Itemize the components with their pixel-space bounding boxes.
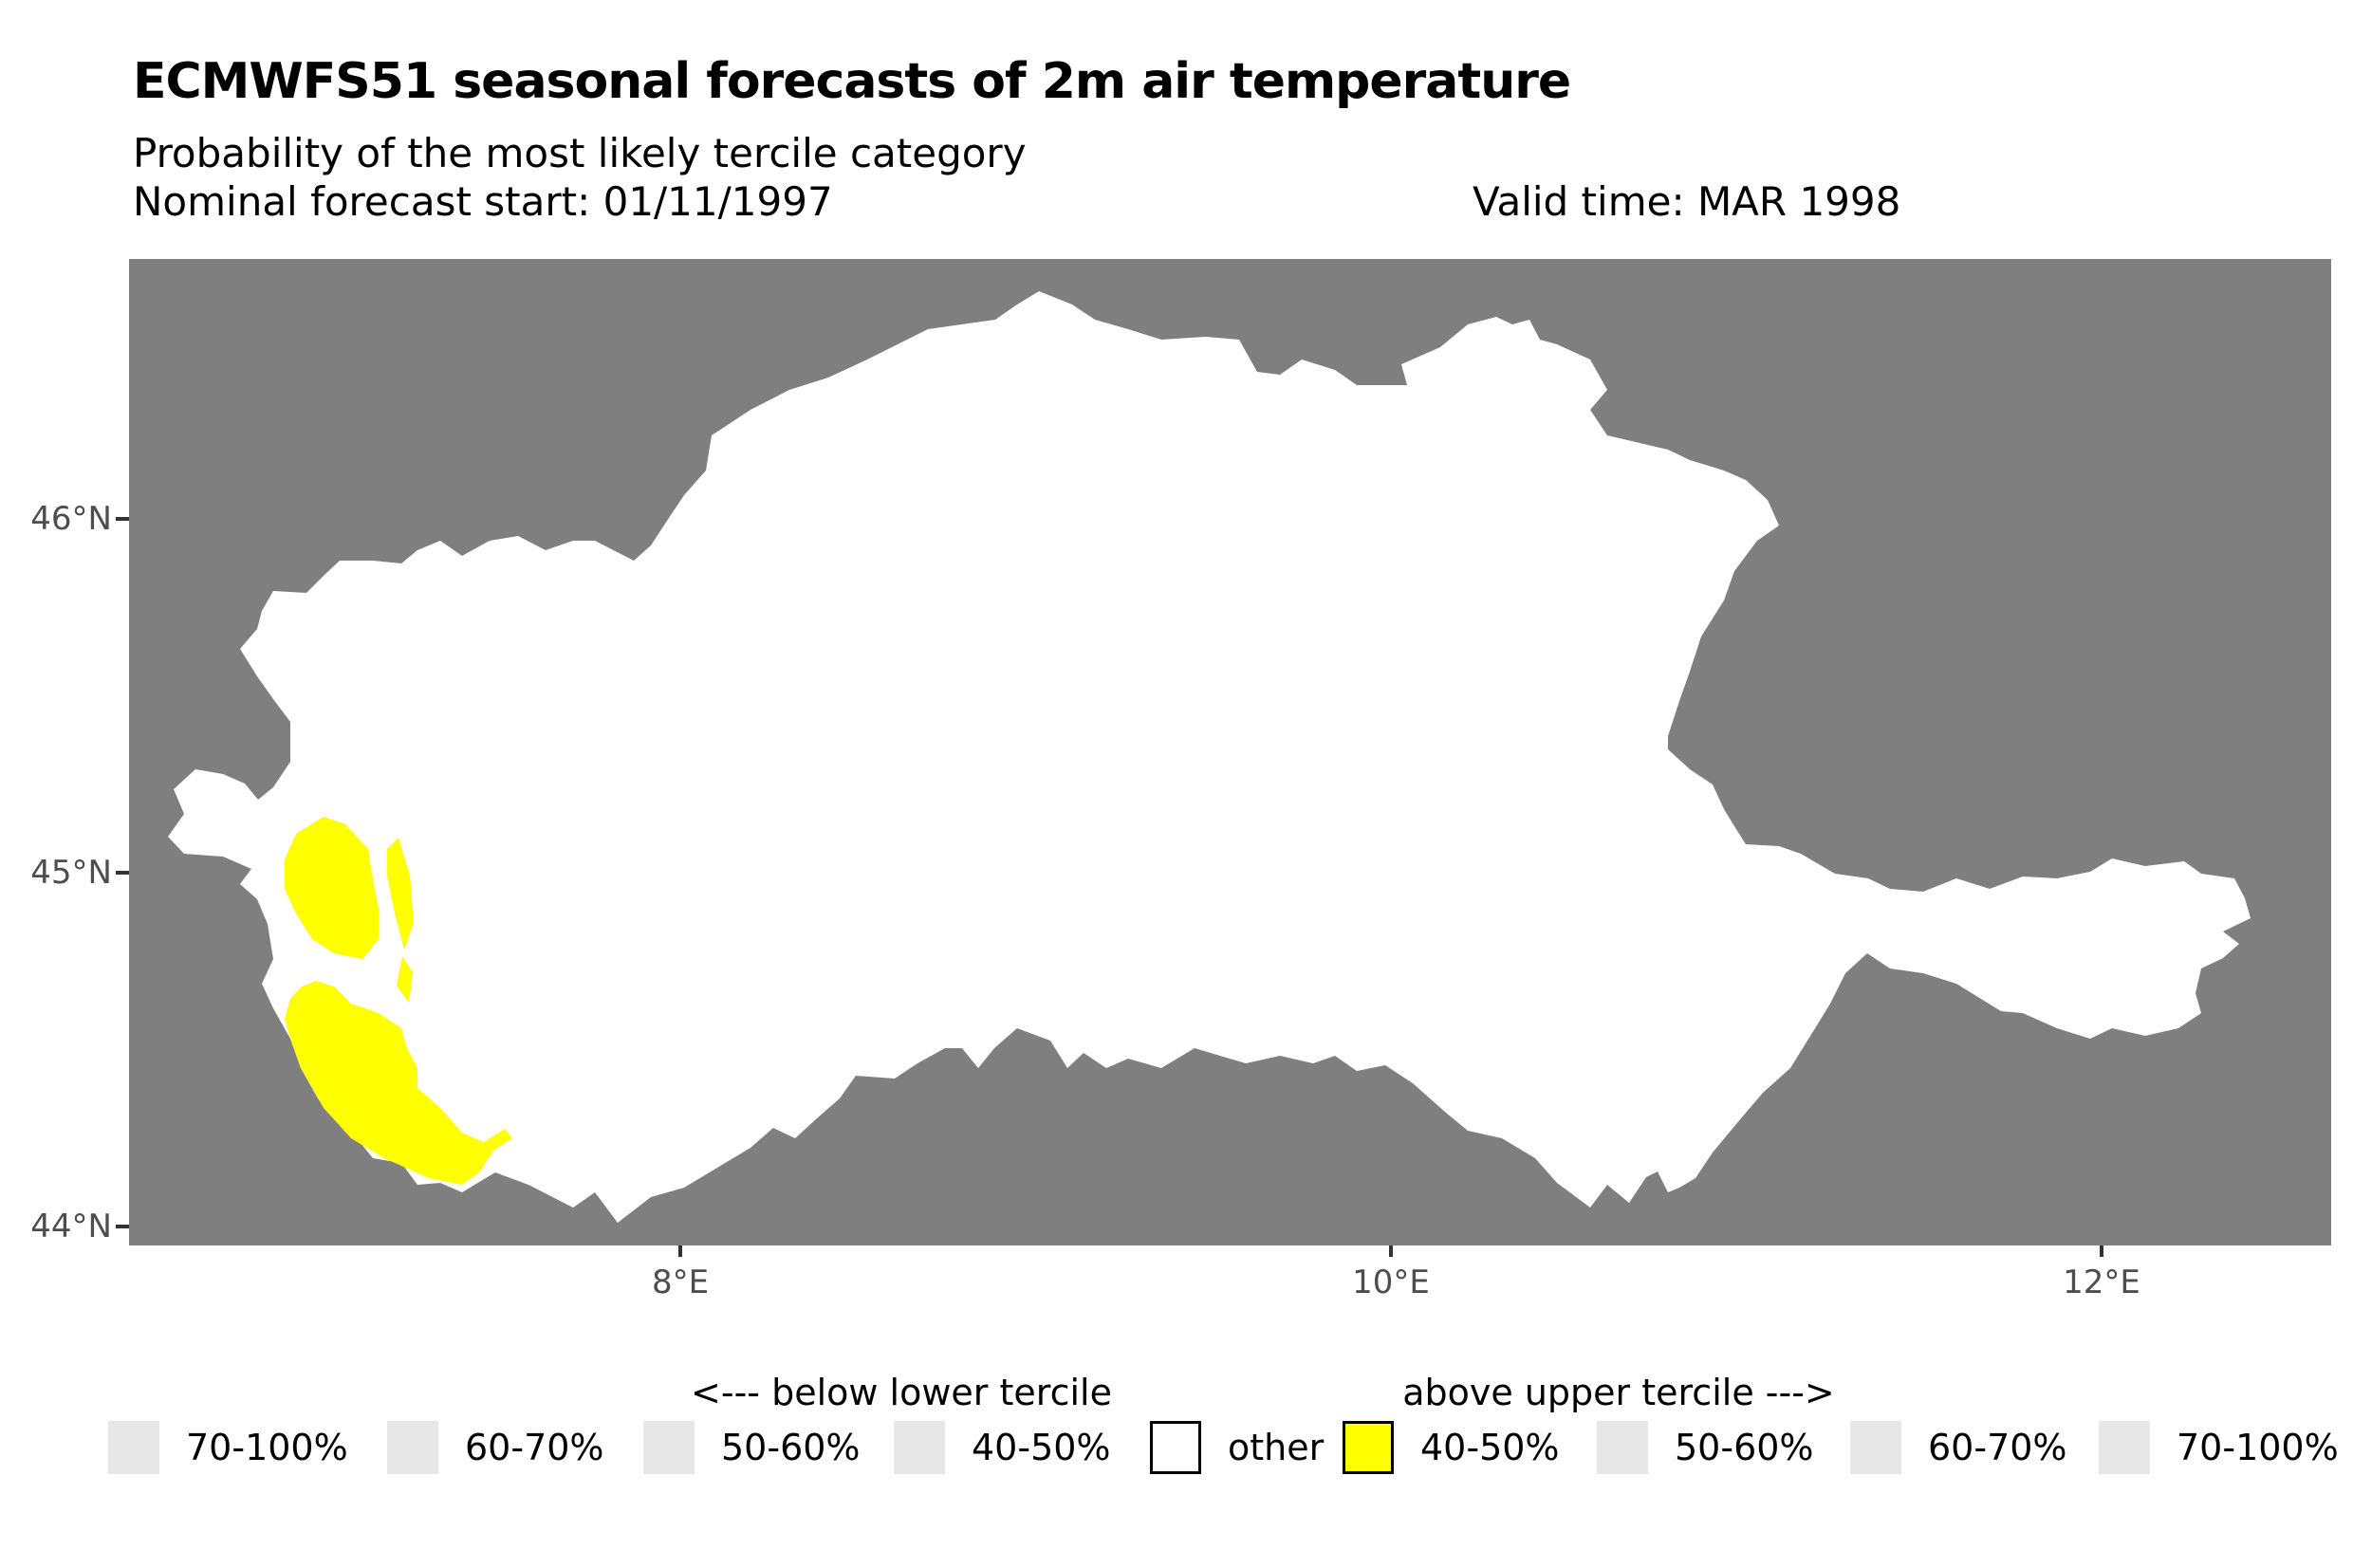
map-panel: [129, 259, 2331, 1245]
x-tick-label-10e: 10°E: [1352, 1264, 1430, 1301]
legend-title-above: above upper tercile --->: [1402, 1372, 1835, 1413]
highlight-streak-a: [387, 838, 414, 950]
y-tick-45n: [116, 871, 129, 875]
x-tick-12e: [2100, 1245, 2103, 1257]
y-tick-label-46n: 46°N: [30, 500, 112, 538]
x-tick-8e: [678, 1245, 682, 1257]
forecast-start-label: Nominal forecast start: 01/11/1997: [133, 178, 833, 225]
legend-swatch: [894, 1421, 945, 1474]
legend-swatch: [387, 1421, 438, 1474]
legend-label: 40-50%: [1420, 1427, 1560, 1468]
highlight-region-upper: [285, 817, 379, 959]
legend-item-above-60-70: 60-70%: [1850, 1421, 2067, 1474]
legend-title-below: <--- below lower tercile: [691, 1372, 1112, 1413]
y-tick-label-45n: 45°N: [30, 854, 112, 892]
legend-label: 70-100%: [186, 1427, 348, 1468]
legend-item-above-70-100: 70-100%: [2099, 1421, 2339, 1474]
legend-label: 40-50%: [972, 1427, 1111, 1468]
legend-label: 60-70%: [1928, 1427, 2067, 1468]
y-tick-46n: [116, 517, 129, 521]
legend-item-above-40-50: 40-50%: [1343, 1421, 1560, 1474]
legend-label: 50-60%: [721, 1427, 861, 1468]
legend-label: 50-60%: [1675, 1427, 1814, 1468]
legend-label: other: [1228, 1427, 1325, 1468]
legend-item-below-70-100: 70-100%: [108, 1421, 348, 1474]
legend-label: 60-70%: [465, 1427, 604, 1468]
legend-swatch: [2099, 1421, 2150, 1474]
y-tick-label-44n: 44°N: [30, 1208, 112, 1245]
legend-item-other: other: [1150, 1421, 1324, 1474]
legend-swatch: [1850, 1421, 1901, 1474]
basin-outline: [168, 291, 2251, 1223]
legend-item-below-60-70: 60-70%: [387, 1421, 604, 1474]
legend-swatch: [108, 1421, 159, 1474]
page-subtitle: Probability of the most likely tercile c…: [133, 130, 1027, 176]
legend-item-above-50-60: 50-60%: [1597, 1421, 1814, 1474]
page-title: ECMWFS51 seasonal forecasts of 2m air te…: [133, 53, 1571, 110]
highlight-streak-c: [466, 1129, 512, 1163]
legend-swatch: [643, 1421, 695, 1474]
legend-item-below-50-60: 50-60%: [643, 1421, 861, 1474]
valid-time-label: Valid time: MAR 1998: [1473, 178, 1901, 225]
legend-item-below-40-50: 40-50%: [894, 1421, 1111, 1474]
legend-swatch: [1597, 1421, 1648, 1474]
legend-swatch: [1343, 1421, 1394, 1474]
x-tick-label-12e: 12°E: [2063, 1264, 2140, 1301]
basin-map: [129, 259, 2331, 1245]
legend-label: 70-100%: [2177, 1427, 2339, 1468]
x-tick-label-8e: 8°E: [651, 1264, 710, 1301]
legend-swatch: [1150, 1421, 1201, 1474]
x-tick-10e: [1389, 1245, 1393, 1257]
highlight-streak-b: [397, 956, 413, 1003]
highlight-region-lower: [285, 981, 495, 1185]
y-tick-44n: [116, 1225, 129, 1228]
